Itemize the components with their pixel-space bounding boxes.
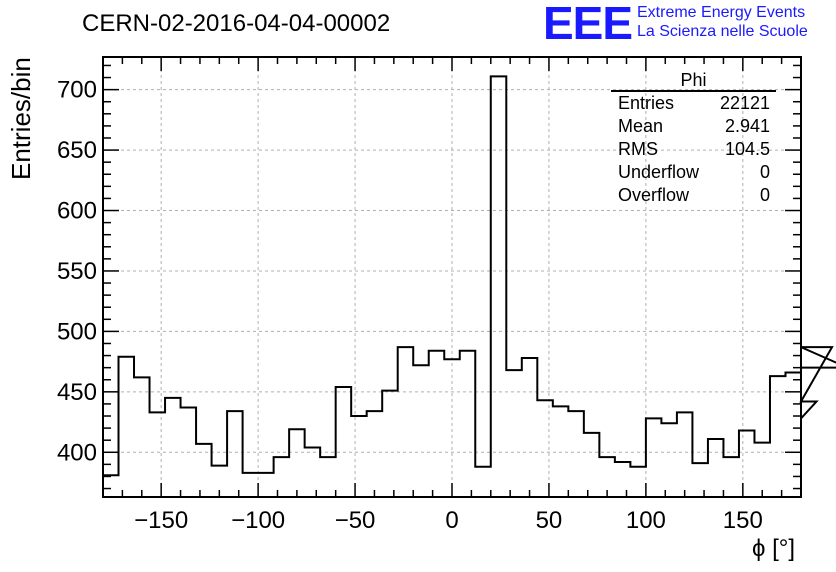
stats-value: 104.5 [724, 139, 770, 159]
x-tick-label: 50 [536, 507, 563, 534]
stats-label: Overflow [618, 185, 690, 205]
y-tick-label: 650 [57, 137, 97, 164]
stats-box: Phi Entries 22121 Mean 2.941 RMS 104.5 U… [611, 70, 776, 207]
stats-row: Entries 22121 [611, 92, 776, 115]
x-axis-label: ϕ [°] [752, 535, 796, 562]
stats-label: Mean [618, 116, 664, 136]
x-tick-label: 100 [626, 507, 666, 534]
stats-value: 22121 [719, 93, 770, 113]
stats-value: 0 [759, 185, 770, 205]
y-axis-ticks: 400 450 500 550 600 650 700 [57, 64, 801, 490]
logo-caption-line-2: La Scienza nelle Scuole [637, 23, 808, 40]
logo-caption-line-1: Extreme Energy Events [637, 4, 806, 21]
stats-label: RMS [618, 139, 658, 159]
histogram-series [102, 75, 836, 497]
y-tick-label: 600 [57, 198, 97, 225]
y-tick-label: 700 [57, 77, 97, 104]
x-tick-label: −100 [231, 507, 285, 534]
y-tick-label: 400 [57, 439, 97, 466]
x-tick-label: −50 [335, 507, 376, 534]
stats-label: Underflow [618, 162, 700, 182]
y-axis-label: Entries/bin [6, 57, 36, 180]
grid-lines [103, 57, 801, 497]
y-tick-label: 450 [57, 379, 97, 406]
stats-row: Overflow 0 [611, 184, 776, 207]
x-axis-ticks: −150 −100 −50 0 50 100 150 [102, 57, 802, 534]
eee-logo: EEE [543, 0, 633, 49]
stats-row: Underflow 0 [611, 161, 776, 184]
stats-label: Entries [618, 93, 675, 113]
stats-value: 2.941 [724, 116, 770, 136]
x-tick-label: 150 [723, 507, 763, 534]
y-tick-label: 500 [57, 318, 97, 345]
logo-caption: Extreme Energy Events La Scienza nelle S… [637, 3, 808, 41]
x-tick-label: −150 [134, 507, 188, 534]
x-tick-label: 0 [445, 507, 458, 534]
stats-row: RMS 104.5 [611, 138, 776, 161]
y-tick-label: 550 [57, 258, 97, 285]
stats-row: Mean 2.941 [611, 115, 776, 138]
chart-title: CERN-02-2016-04-04-00002 [82, 10, 391, 37]
stats-title: Phi [611, 70, 776, 92]
stats-value: 0 [759, 162, 770, 182]
